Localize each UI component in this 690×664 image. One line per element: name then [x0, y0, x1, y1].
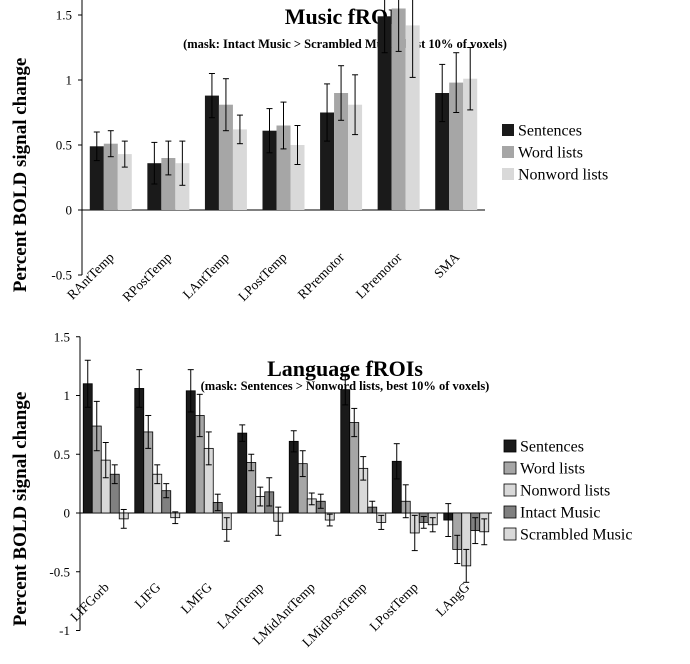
bar-nonword-lists-lpremotor [405, 25, 420, 211]
bar-word-lists-rpremotor [334, 93, 349, 210]
category-label-lposttemp: LPostTemp [235, 249, 290, 304]
category-label-lanttemp: LAntTemp [214, 579, 267, 632]
legend-label-intact-music: Intact Music [520, 505, 600, 522]
legend-label-sentences: Sentences [518, 123, 582, 140]
legend-swatch-nonword-lists [502, 168, 514, 180]
y-tick-label: -0.5 [51, 268, 72, 283]
chart-subtitle: (mask: Intact Music > Scrambled Music, b… [183, 37, 507, 51]
y-tick-label: 0.5 [54, 447, 70, 462]
bar-word-lists-rposttemp [161, 158, 176, 210]
y-axis-label: Percent BOLD signal change [10, 392, 31, 627]
legend-swatch-scrambled-music [503, 527, 517, 541]
bar-word-lists-lpremotor [391, 8, 406, 210]
y-tick-label: 1.5 [56, 8, 72, 23]
legend-swatch-nonword-lists [503, 483, 517, 497]
category-label-lifg: LIFG [132, 579, 164, 611]
y-tick-label: 1 [64, 388, 71, 403]
bar-sentences-lanttemp [237, 432, 248, 514]
y-tick-label: -0.5 [49, 564, 70, 579]
language-frois-panel: Language fROIs (mask: Sentences > Nonwor… [0, 329, 690, 664]
bar-nonword-lists-lanttemp [232, 129, 247, 210]
category-label-rposttemp: RPostTemp [119, 249, 174, 304]
y-tick-label: -1 [59, 623, 70, 638]
legend-swatch-intact-music [503, 505, 517, 519]
bar-nonword-lists-rposttemp [175, 163, 190, 210]
y-tick-label: 1.5 [54, 329, 70, 344]
bar-sentences-lposttemp [262, 130, 277, 210]
music-frois-panel: Music fROIs (mask: Intact Music > Scramb… [0, 0, 690, 330]
language-frois-chart: Percent BOLD signal change -1 -0.5 0 0.5 1 1.5… [10, 329, 632, 650]
legend-label-nonword-lists: Nonword lists [520, 483, 610, 500]
category-label-lpremotor: LPremotor [353, 249, 405, 301]
legend-swatch-word-lists [503, 461, 517, 475]
bar-word-lists-lposttemp [276, 125, 291, 210]
category-label-lmfg: LMFG [178, 579, 215, 616]
legend-swatch-sentences [503, 439, 517, 453]
category-label-rpremotor: RPremotor [295, 249, 348, 302]
bar-sentences-lanttemp [204, 95, 219, 210]
bar-nonword-lists-lposttemp [290, 145, 305, 210]
category-label-lanttemp: LAntTemp [180, 249, 233, 302]
legend-label-nonword-lists: Nonword lists [518, 167, 608, 184]
category-label-sma: SMA [431, 249, 462, 280]
legend-label-word-lists: Word lists [520, 461, 585, 478]
category-label-langg: LAngG [433, 579, 473, 619]
y-tick-label: 0 [66, 203, 73, 218]
category-label-lifgorb: LIFGorb [67, 579, 112, 624]
y-tick-label: 0.5 [56, 138, 72, 153]
bar-sentences-lpremotor [377, 16, 392, 210]
bar-sentences-lmidposttemp [340, 389, 351, 514]
y-axis-label: Percent BOLD signal change [10, 58, 31, 293]
y-tick-label: 1 [66, 73, 73, 88]
bar-word-lists-lanttemp [218, 104, 233, 210]
bar-word-lists-ranttemp [103, 143, 118, 210]
bar-word-lists-sma [449, 82, 464, 210]
legend-swatch-sentences [502, 124, 514, 136]
y-tick-label: 0 [64, 506, 71, 521]
legend-label-word-lists: Word lists [518, 145, 583, 162]
music-frois-chart: Percent BOLD signal change-0.500.511.52R… [10, 0, 608, 305]
bar-nonword-lists-sma [463, 78, 478, 210]
legend-swatch-word-lists [502, 146, 514, 158]
bar-sentences-rpremotor [320, 112, 335, 210]
legend-label-scrambled-music: Scrambled Music [520, 527, 632, 544]
category-label-lposttemp: LPostTemp [366, 579, 421, 634]
bar-sentences-ranttemp [89, 146, 104, 210]
bar-sentences-sma [435, 93, 450, 210]
legend-label-sentences: Sentences [520, 439, 584, 456]
bar-sentences-rposttemp [147, 163, 162, 210]
bar-nonword-lists-rpremotor [348, 104, 363, 210]
bar-nonword-lists-ranttemp [117, 154, 132, 210]
